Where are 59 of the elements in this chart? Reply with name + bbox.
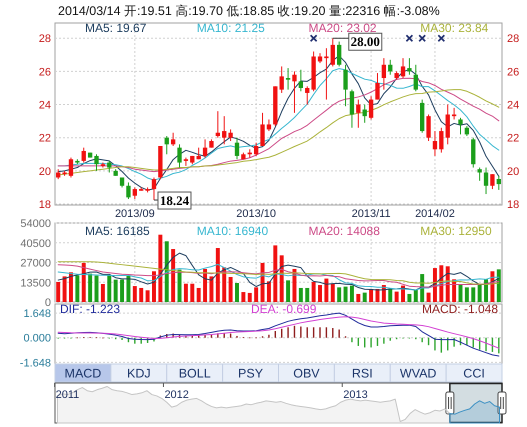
text: MA5: 16185 <box>85 224 150 238</box>
category-label: MACD <box>64 366 102 380</box>
text: MA20: 23.02 <box>308 21 377 35</box>
y-tick-label: 54000 <box>20 218 51 230</box>
series-label: MACD: -1.048 <box>422 302 498 316</box>
y-tick-label: 27000 <box>20 258 51 270</box>
text: MA10: 21.25 <box>196 21 266 35</box>
x-tick-label: 2012 <box>164 389 189 401</box>
x-tick-label: 2014/02 <box>415 208 455 220</box>
y-tick-label: 1.648 <box>23 308 51 320</box>
series-label: DIF: -1.223 <box>60 302 120 316</box>
tab: OBV <box>278 364 335 382</box>
tab: BOLL <box>166 364 224 382</box>
annotation: 18.24 <box>153 192 192 210</box>
series-label: DEA: -0.699 <box>251 302 317 316</box>
y-tick-label: 26 <box>38 66 51 78</box>
annotation: 28.00 <box>350 34 380 50</box>
x-tick-label: 2011 <box>56 389 80 401</box>
y-tick-label: -1.648 <box>20 357 51 370</box>
y-tick-label: 0.000 <box>23 332 51 345</box>
category-label: OBV <box>293 366 320 380</box>
chart-title: 2014/03/14 开:19.51 高:19.70 低:18.85 收:19.20 量:22316 幅:-3.08% <box>58 3 440 18</box>
y-tick-label: 20 <box>38 166 51 178</box>
text: MA30: 12950 <box>420 224 492 238</box>
y-tick-label: 24 <box>38 100 51 112</box>
y2-tick-label: 28 <box>507 33 520 46</box>
x-tick-label: 2013/10 <box>236 208 276 220</box>
text: MA5: 19.67 <box>85 21 147 35</box>
y2-tick-label: 20 <box>507 166 520 178</box>
text: MA10: 16940 <box>196 224 268 238</box>
category-label: BOLL <box>178 366 211 380</box>
text: MA30: 23.84 <box>420 21 489 35</box>
category-label: CCI <box>463 366 485 380</box>
category-label: WVAD <box>400 366 436 380</box>
y2-tick-label: 24 <box>507 100 520 112</box>
y-tick-label: 28 <box>38 33 51 46</box>
annotation: 18.24 <box>160 193 190 208</box>
category-label: RSI <box>352 366 373 380</box>
x-tick-label: 2013/09 <box>114 208 155 220</box>
tab: RSI <box>334 364 391 382</box>
tab: PSY <box>222 364 279 382</box>
y-tick-label: 22 <box>38 132 51 145</box>
y2-tick-label: 22 <box>507 132 520 145</box>
tab: WVAD <box>390 364 447 382</box>
category-label: PSY <box>238 366 264 380</box>
y2-tick-label: 26 <box>507 66 520 78</box>
category-label: KDJ <box>127 366 151 380</box>
y-tick-label: 0 <box>44 297 51 309</box>
y2-tick-label: 18 <box>507 199 520 212</box>
x-tick-label: 2013 <box>343 389 368 401</box>
y-tick-label: 13500 <box>20 277 51 290</box>
annotation: 28.00 <box>332 32 382 51</box>
y-tick-label: 18 <box>38 199 51 212</box>
tab: KDJ <box>110 364 168 382</box>
y-tick-label: 40500 <box>20 238 51 250</box>
tab: MACD <box>54 364 112 382</box>
text: MA20: 14088 <box>308 224 380 238</box>
x-tick-label: 2013/11 <box>352 208 391 220</box>
tab: CCI <box>446 364 502 382</box>
